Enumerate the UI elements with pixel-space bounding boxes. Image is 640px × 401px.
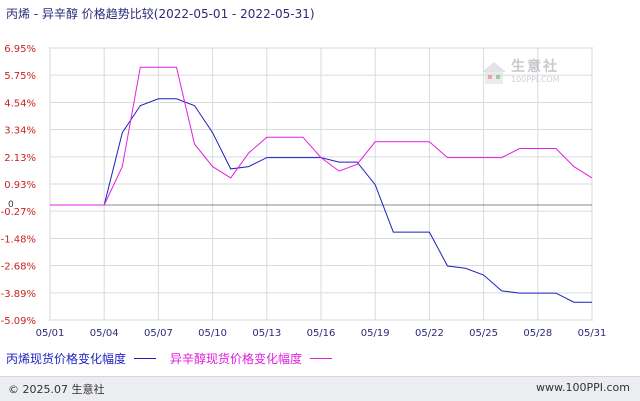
y-tick-label: -5.09%: [1, 316, 36, 327]
y-tick-label: 3.34%: [4, 126, 36, 137]
footer-bar: © 2025.07 生意社 www.100PPI.com: [0, 376, 640, 401]
y-tick-label: 5.75%: [4, 71, 36, 82]
y-tick-label: 4.54%: [4, 98, 36, 109]
y-zero-label: 0: [8, 200, 14, 210]
legend-label-series-2: 异辛醇现货价格变化幅度: [170, 352, 303, 366]
watermark-brand: 生意社: [511, 59, 559, 75]
legend-label-series-1: 丙烯现货价格变化幅度: [6, 352, 127, 366]
x-tick-label: 05/19: [361, 328, 390, 339]
chart-title: 丙烯 - 异辛醇 价格趋势比较(2022-05-01 - 2022-05-31): [6, 5, 315, 22]
x-tick-label: 05/04: [90, 328, 119, 339]
price-trend-chart: 6.95% 5.75% 4.54% 3.34% 2.13% 0.93% -0.27% -1.4…: [1, 44, 607, 339]
y-tick-label: -3.89%: [1, 289, 36, 300]
x-tick-label: 05/25: [469, 328, 498, 339]
y-tick-label: 6.95%: [4, 44, 36, 55]
y-tick-label: 2.13%: [4, 153, 36, 164]
watermark: 生意社 100PPI.COM: [481, 56, 573, 92]
x-tick-label: 05/22: [415, 328, 444, 339]
watermark-url: 100PPI.COM: [511, 75, 560, 84]
legend-swatch-series-1: [134, 358, 157, 359]
x-tick-label: 05/16: [307, 328, 336, 339]
chart-legend: 丙烯现货价格变化幅度 异辛醇现货价格变化幅度: [6, 350, 346, 367]
chart-title-text: 丙烯 - 异辛醇 价格趋势比较: [6, 7, 154, 21]
x-tick-label: 05/13: [252, 328, 281, 339]
y-tick-label: -2.68%: [1, 262, 36, 273]
x-tick-label: 05/01: [36, 328, 65, 339]
y-tick-label: -0.27%: [1, 207, 36, 218]
y-tick-label: -1.48%: [1, 234, 36, 245]
x-tick-label: 05/10: [198, 328, 227, 339]
chart-date-range: (2022-05-01 - 2022-05-31): [153, 7, 315, 21]
footer-copyright: © 2025.07 生意社: [8, 383, 105, 396]
y-tick-label: 0.93%: [4, 180, 36, 191]
x-tick-label: 05/07: [144, 328, 173, 339]
legend-swatch-series-2: [310, 358, 333, 359]
footer-site-link[interactable]: www.100PPI.com: [536, 381, 630, 394]
house-logo-icon: [482, 62, 506, 84]
x-tick-label: 05/31: [578, 328, 607, 339]
series-line-2: [50, 66, 593, 206]
x-tick-label: 05/28: [523, 328, 552, 339]
